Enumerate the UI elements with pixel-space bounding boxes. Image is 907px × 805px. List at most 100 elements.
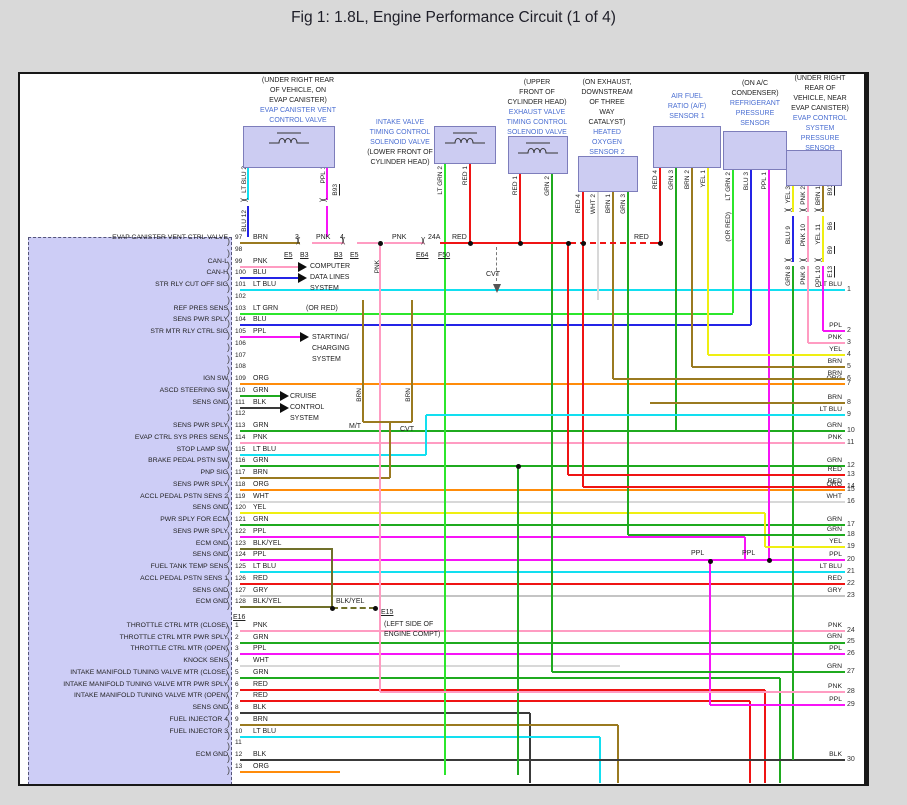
wire-color-label: PNK [253, 621, 268, 629]
wire-label: CVT [486, 271, 500, 278]
pin-bracket: ) [227, 482, 230, 493]
wire [659, 166, 661, 243]
wire [529, 713, 531, 783]
pin-bracket: ) [227, 447, 230, 458]
wire [675, 166, 677, 430]
wire-color-label: BRN [253, 715, 268, 723]
ecm-pin-label: REF PRES SENS [173, 304, 228, 312]
wire-label: 24A [428, 234, 441, 241]
pin-number: 107 [235, 351, 246, 359]
ecm-pin-label: KNOCK SENS [183, 657, 228, 664]
exit-wire-color: ORG [826, 480, 842, 488]
wire [749, 701, 751, 783]
exit-number: 5 [847, 363, 851, 370]
wire [597, 190, 599, 300]
wire-tag: GRN 3 [668, 170, 675, 190]
connector-id: E5 [284, 252, 293, 259]
exit-wire-color: LT BLU [819, 281, 842, 288]
pin-bracket: ) [227, 529, 230, 540]
wire [823, 330, 845, 332]
wire-color-label: BRN [253, 469, 268, 476]
exit-wire-color: PPL [829, 322, 842, 329]
wire [240, 265, 298, 268]
exit-number: 10 [847, 427, 855, 434]
wire-tag: PNK [374, 260, 381, 274]
dashed-drop [496, 247, 497, 281]
pin-bracket: ) [227, 471, 230, 481]
wire-tag: PNK 9 [800, 266, 807, 285]
wire [613, 378, 845, 380]
inline-connector-icon: )( [814, 257, 824, 262]
wire-color-label: YEL [253, 504, 267, 512]
wire-color-label: GRY [253, 586, 269, 594]
exit-wire-color: GRN [826, 526, 842, 533]
pin-bracket: ) [227, 764, 230, 775]
wire [765, 546, 845, 548]
pin-number: 108 [235, 363, 246, 371]
pin-number: 12 [235, 751, 243, 758]
component-name: SENSOR 1 [669, 113, 705, 120]
wire-tag: LT BLU 2 [241, 166, 248, 193]
wire-label: BLK/YEL [336, 598, 365, 605]
exit-wire-color: YEL [829, 346, 842, 353]
wire [240, 535, 745, 538]
pin-number: 115 [235, 445, 246, 453]
flow-arrow-down-icon [493, 284, 501, 293]
ecm-connector-block [28, 237, 232, 784]
inline-connector-icon: )( [296, 236, 300, 245]
wire [240, 383, 845, 385]
wire [389, 422, 391, 478]
component-location: OF VEHICLE, ON [269, 87, 326, 94]
wire-color-label: BRN [253, 234, 268, 241]
wire-tag: BRN [356, 388, 363, 402]
pin-number: 102 [235, 292, 246, 300]
callout-cruise-control-line: SYSTEM [290, 415, 319, 422]
wire [240, 629, 845, 632]
wire-tag: BRN 2 [684, 170, 691, 190]
wire-color-label: PPL [253, 645, 267, 653]
wire [568, 474, 845, 476]
ecm-pin-label: FUEL INJECTOR 3 [169, 727, 228, 735]
exit-wire-color: PNK [828, 334, 842, 341]
wire [240, 488, 845, 491]
exit-number: 7 [847, 380, 851, 387]
wire-color-label: GRN [253, 516, 269, 523]
wire [807, 184, 809, 212]
wire [779, 677, 781, 783]
wire [425, 415, 427, 455]
wire [707, 166, 709, 355]
wire-color-label: GRN [253, 633, 269, 641]
exit-number: 27 [847, 668, 855, 675]
exit-wire-color: PPL [829, 551, 842, 559]
connector-id: E5 [350, 252, 359, 259]
wire-label: (LEFT SIDE OF [384, 621, 434, 628]
callout-computer-data-lines-line: SYSTEM [310, 285, 339, 292]
wire-tag: YEL 3 [785, 186, 792, 204]
wire [240, 312, 733, 315]
pin-number: 123 [235, 539, 246, 547]
exit-wire-color: PNK [828, 683, 842, 690]
wire [807, 216, 809, 262]
exit-number: 14 [847, 483, 855, 490]
wire-color-label: GRN [253, 386, 269, 394]
exit-number: 23 [847, 591, 855, 599]
ecm-pin-label: THROTTLE CTRL MTR (CLOSE) [126, 621, 228, 629]
wire [240, 770, 340, 773]
ecm-pin-label: ASCD STEERING SW [159, 386, 228, 394]
exit-wire-color: BRN [827, 370, 842, 377]
pin-bracket: ) [227, 576, 230, 587]
wire-color-label: ORG [253, 375, 269, 382]
exit-wire-color: GRN [826, 633, 842, 641]
wire-tag: PNK 10 [800, 224, 807, 247]
exit-number: 12 [847, 462, 855, 470]
ecm-pin-label: EVAP CANISTER VENT CTRL VALVE [112, 234, 228, 241]
exit-wire-color: LT BLU [819, 406, 842, 413]
wire-color-label: GRN [253, 668, 269, 676]
callout-cruise-control: CRUISE CONTROL SYSTEM [290, 391, 324, 424]
wire-tag: YEL 1 [700, 170, 707, 188]
callout-computer-data-lines-line: COMPUTER [310, 263, 351, 270]
ecm-pin-label: FUEL TANK TEMP SENS [150, 563, 228, 570]
pin-bracket: ) [227, 459, 230, 470]
wire [792, 184, 794, 212]
wire-color-label: LT BLU [253, 281, 277, 288]
